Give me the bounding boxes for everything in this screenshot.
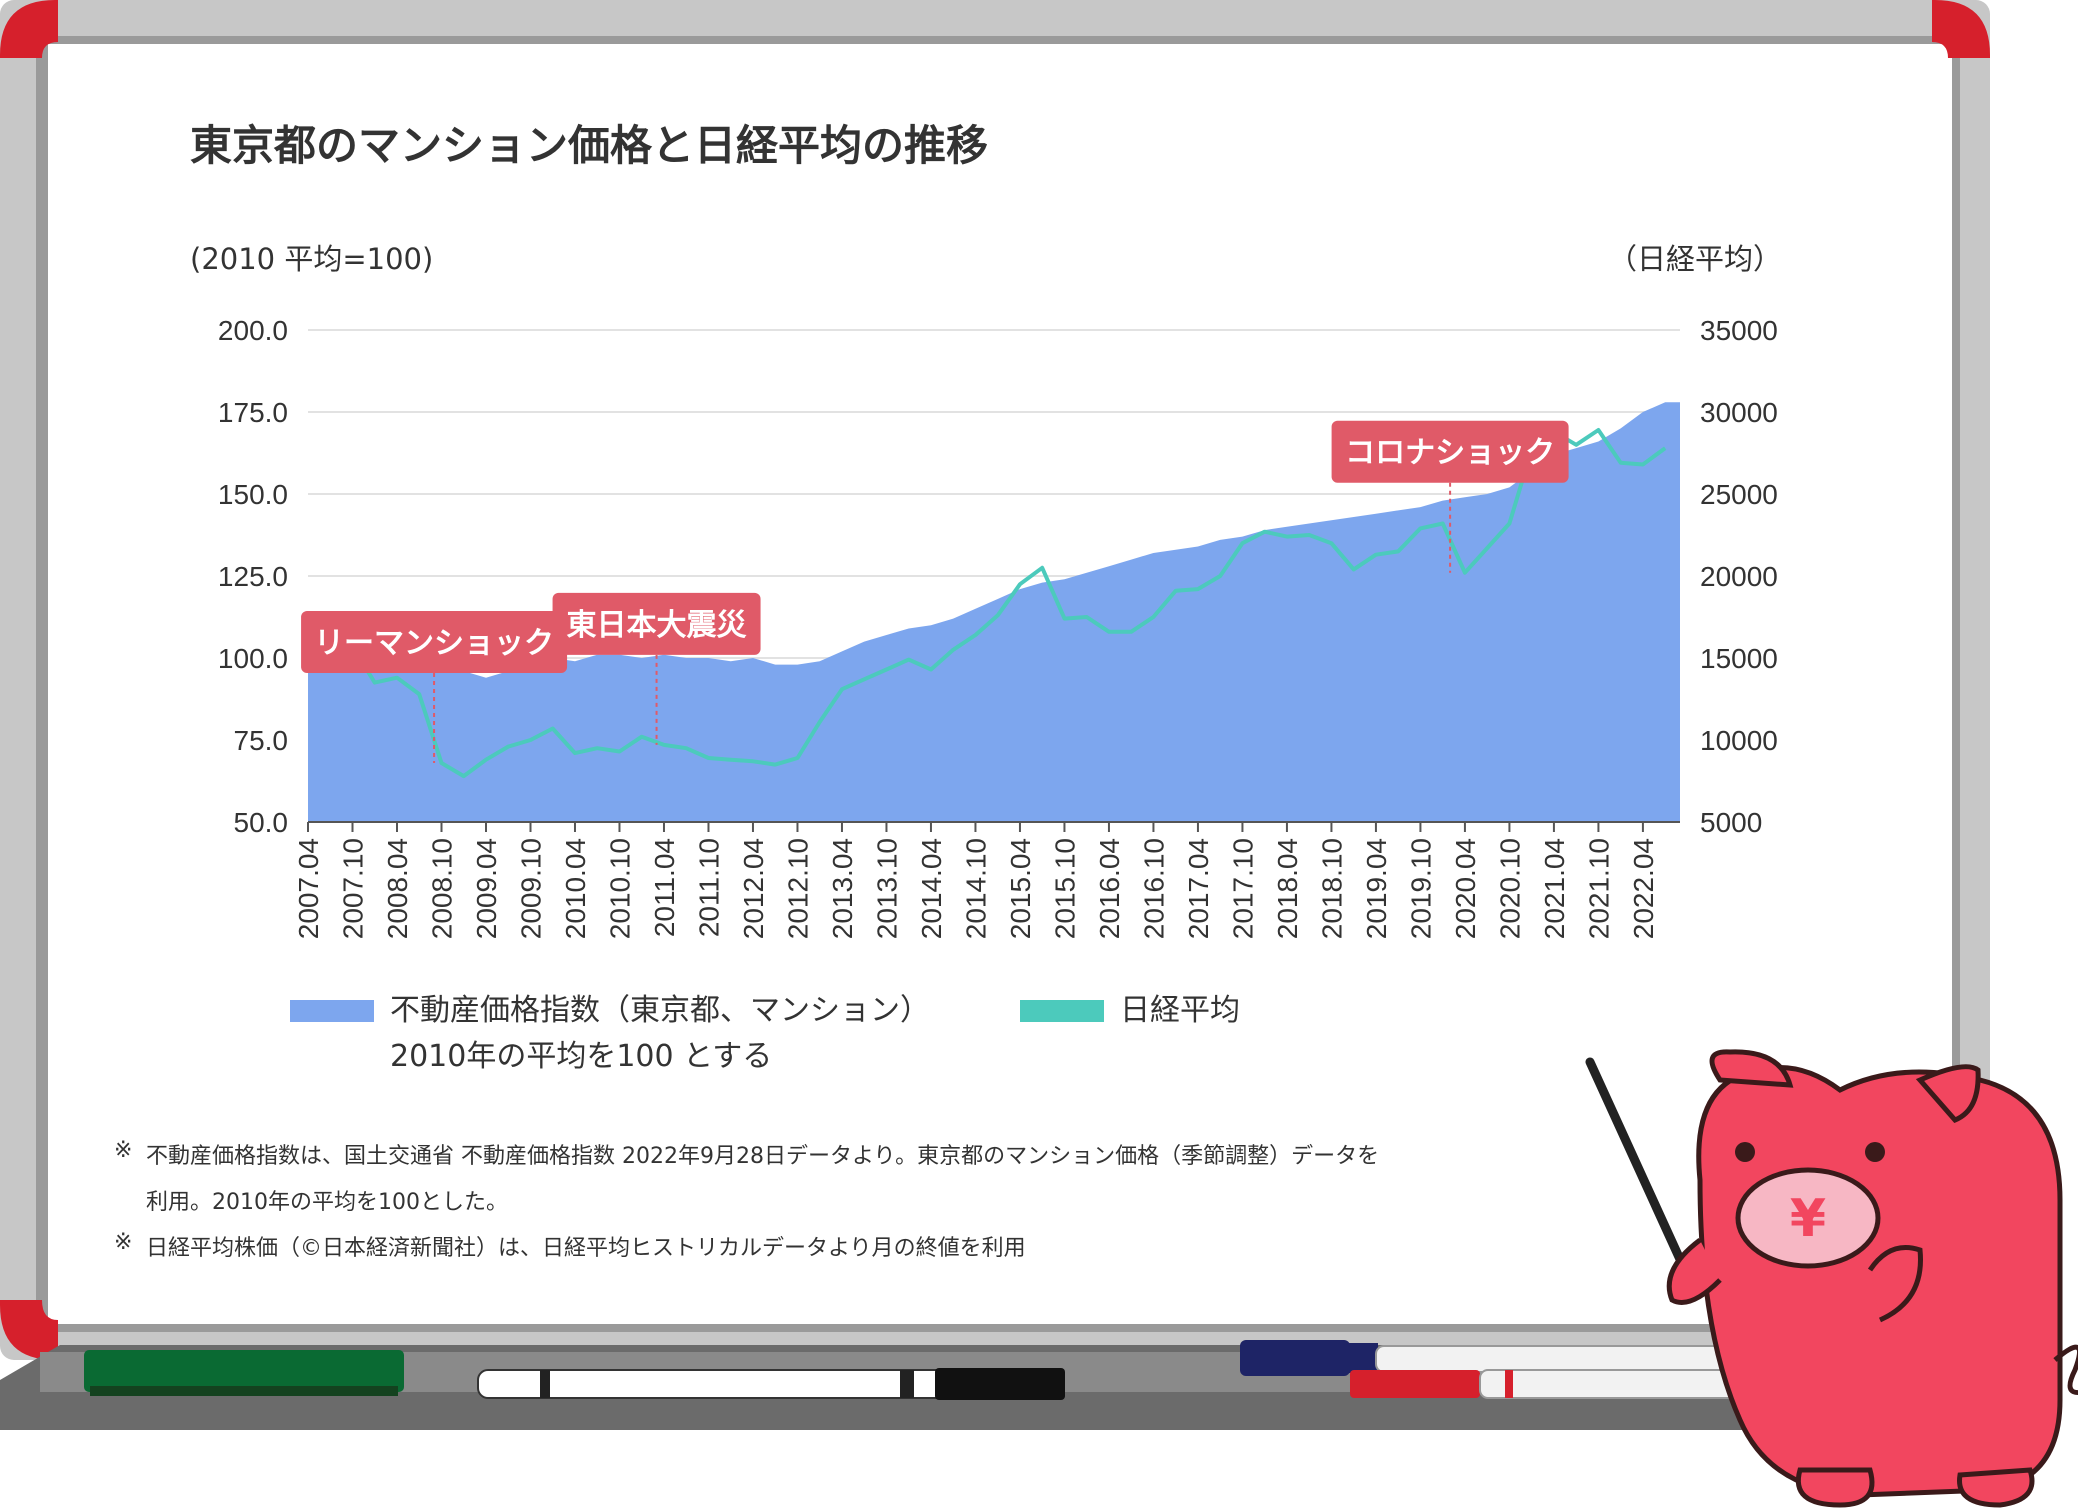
x-tick-label: 2020.10 bbox=[1494, 838, 1525, 939]
pig-tail bbox=[2053, 1344, 2078, 1395]
x-tick-label: 2012.10 bbox=[782, 838, 813, 939]
annotation-label: 東日本大震災 bbox=[567, 608, 748, 643]
pig-snout bbox=[1735, 1167, 1881, 1269]
right-axis-title: （日経平均） bbox=[1608, 242, 1783, 276]
x-tick-label: 2012.04 bbox=[738, 838, 769, 939]
pig-ear-right bbox=[1915, 1064, 1981, 1123]
right-tick-label: 25000 bbox=[1700, 479, 1778, 510]
x-tick-label: 2010.04 bbox=[560, 838, 591, 939]
x-tick-label: 2011.10 bbox=[693, 838, 724, 937]
x-tick-label: 2009.10 bbox=[515, 838, 546, 939]
x-tick-label: 2008.10 bbox=[426, 838, 457, 939]
x-tick-label: 2019.10 bbox=[1405, 838, 1436, 939]
corner-cap-top-left bbox=[0, 0, 58, 58]
note-1-line-2: 利用。2010年の平均を100とした。 bbox=[146, 1190, 508, 1215]
right-tick-label: 10000 bbox=[1700, 725, 1778, 756]
annotation-box bbox=[301, 610, 568, 673]
x-tick-label: 2007.10 bbox=[337, 838, 368, 939]
right-tick-label: 20000 bbox=[1700, 561, 1778, 592]
pig-arm-right bbox=[1867, 1245, 1923, 1323]
left-tick-label: 175.0 bbox=[218, 397, 288, 428]
note-1-line-1: 不動産価格指数は、国土交通省 不動産価格指数 2022年9月28日データより。東… bbox=[146, 1144, 1380, 1169]
legend-label-nikkei: 日経平均 bbox=[1120, 993, 1240, 1028]
note-2: 日経平均株価（©日本経済新聞社）は、日経平均ヒストリカルデータより月の終値を利用 bbox=[146, 1236, 1026, 1261]
x-tick-label: 2020.04 bbox=[1450, 838, 1481, 939]
x-tick-label: 2018.10 bbox=[1316, 838, 1347, 939]
corner-cap-bottom-left bbox=[0, 1300, 58, 1360]
x-tick-label: 2021.04 bbox=[1539, 838, 1570, 939]
eraser-base bbox=[90, 1386, 398, 1396]
x-tick-label: 2007.04 bbox=[293, 838, 324, 939]
x-tick-label: 2014.10 bbox=[960, 838, 991, 939]
series bbox=[307, 402, 1680, 822]
corner-cap-top-right bbox=[1932, 0, 1990, 58]
pig-arm bbox=[1666, 1238, 1722, 1305]
x-tick-label: 2017.04 bbox=[1183, 838, 1214, 939]
series-area-index bbox=[308, 402, 1680, 822]
eraser bbox=[84, 1350, 404, 1392]
left-tick-label: 125.0 bbox=[218, 561, 288, 592]
x-tick-label: 2022.04 bbox=[1628, 838, 1659, 939]
right-tick-label: 35000 bbox=[1700, 315, 1778, 346]
series-line-nikkei bbox=[307, 428, 1667, 779]
x-tick-label: 2008.04 bbox=[382, 838, 413, 939]
left-tick-label: 150.0 bbox=[218, 479, 288, 510]
legend-swatch-nikkei bbox=[1020, 1000, 1104, 1022]
x-tick-label: 2021.10 bbox=[1583, 838, 1614, 939]
x-tick-label: 2011.04 bbox=[649, 838, 680, 937]
left-axis-title: (2010 平均=100) bbox=[190, 242, 434, 276]
legend-swatch-index bbox=[290, 1000, 374, 1022]
pig-leg-left bbox=[1796, 1467, 1875, 1508]
x-tick-label: 2015.10 bbox=[1049, 838, 1080, 939]
legend-label-index-line2: 2010年の平均を100 とする bbox=[390, 1039, 773, 1074]
axes: 200.0 175.0 150.0 125.0 100.0 75.0 50.0 35000 30… bbox=[218, 315, 1778, 939]
right-tick-label: 15000 bbox=[1700, 643, 1778, 674]
x-tick-label: 2016.10 bbox=[1138, 838, 1169, 939]
blue-marker bbox=[1240, 1340, 1797, 1376]
yen-symbol: ¥ bbox=[1790, 1189, 1826, 1249]
note-mark-1: ※ bbox=[114, 1138, 133, 1163]
left-tick-label: 100.0 bbox=[218, 643, 288, 674]
chart-title: 東京都のマンション価格と日経平均の推移 bbox=[190, 121, 989, 170]
x-tick-label: 2018.04 bbox=[1272, 838, 1303, 939]
right-tick-label: 30000 bbox=[1700, 397, 1778, 428]
annotation-box bbox=[1331, 420, 1569, 483]
note-mark-2: ※ bbox=[114, 1230, 133, 1255]
x-tick-label: 2013.04 bbox=[827, 838, 858, 939]
legend-label-index-line1: 不動産価格指数（東京都、マンション） bbox=[390, 993, 930, 1028]
x-tick-label: 2015.04 bbox=[1005, 838, 1036, 939]
x-tick-label: 2019.04 bbox=[1361, 838, 1392, 939]
x-tick-label: 2017.10 bbox=[1227, 838, 1258, 939]
pig-eye-left bbox=[1735, 1142, 1755, 1162]
annotation-box bbox=[552, 592, 761, 655]
pig-leg-right bbox=[1957, 1467, 2035, 1508]
annotation-label: コロナショック bbox=[1345, 436, 1555, 471]
x-tick-label: 2013.10 bbox=[871, 838, 902, 939]
pointer-stick bbox=[1585, 1057, 1699, 1295]
left-tick-label: 200.0 bbox=[218, 315, 288, 346]
annotation-label: リーマンショック bbox=[314, 626, 554, 661]
left-tick-label: 50.0 bbox=[234, 807, 289, 838]
right-tick-label: 5000 bbox=[1700, 807, 1762, 838]
pig-ear-left bbox=[1709, 1049, 1794, 1088]
x-tick-label: 2016.04 bbox=[1094, 838, 1125, 939]
red-marker bbox=[1350, 1369, 1801, 1399]
pig-eye-right bbox=[1865, 1142, 1885, 1162]
x-tick-label: 2009.04 bbox=[471, 838, 502, 939]
x-tick-label: 2010.10 bbox=[604, 838, 635, 939]
black-marker bbox=[477, 1368, 1065, 1400]
x-tick-label: 2014.04 bbox=[916, 838, 947, 939]
left-tick-label: 75.0 bbox=[234, 725, 289, 756]
mascot-pig: ¥ bbox=[1585, 1049, 2078, 1508]
